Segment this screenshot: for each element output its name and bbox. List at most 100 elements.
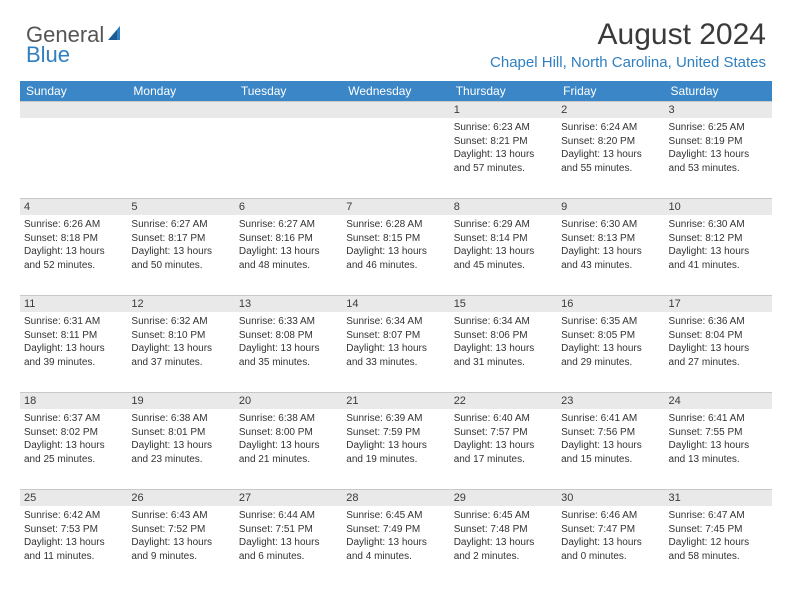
month-title: August 2024 <box>490 18 766 52</box>
daylight-text: Daylight: 13 hours and 52 minutes. <box>24 245 123 272</box>
day-cell: 24Sunrise: 6:41 AMSunset: 7:55 PMDayligh… <box>665 393 772 489</box>
day-details: Sunrise: 6:25 AMSunset: 8:19 PMDaylight:… <box>665 118 772 178</box>
sunrise-text: Sunrise: 6:45 AM <box>454 509 553 523</box>
day-details <box>342 118 449 124</box>
sunrise-text: Sunrise: 6:43 AM <box>131 509 230 523</box>
day-details: Sunrise: 6:40 AMSunset: 7:57 PMDaylight:… <box>450 409 557 469</box>
day-number: 24 <box>665 393 772 409</box>
day-number: 28 <box>342 490 449 506</box>
sunrise-text: Sunrise: 6:46 AM <box>561 509 660 523</box>
brand-line2: Blue <box>26 42 70 68</box>
day-details: Sunrise: 6:44 AMSunset: 7:51 PMDaylight:… <box>235 506 342 566</box>
weekday-header: Tuesday <box>235 81 342 101</box>
calendar-table: Sunday Monday Tuesday Wednesday Thursday… <box>20 81 772 586</box>
daylight-text: Daylight: 13 hours and 27 minutes. <box>669 342 768 369</box>
day-details: Sunrise: 6:30 AMSunset: 8:12 PMDaylight:… <box>665 215 772 275</box>
day-details: Sunrise: 6:29 AMSunset: 8:14 PMDaylight:… <box>450 215 557 275</box>
day-details: Sunrise: 6:27 AMSunset: 8:17 PMDaylight:… <box>127 215 234 275</box>
day-details: Sunrise: 6:45 AMSunset: 7:49 PMDaylight:… <box>342 506 449 566</box>
daylight-text: Daylight: 13 hours and 25 minutes. <box>24 439 123 466</box>
day-details: Sunrise: 6:35 AMSunset: 8:05 PMDaylight:… <box>557 312 664 372</box>
daylight-text: Daylight: 13 hours and 50 minutes. <box>131 245 230 272</box>
day-number: 1 <box>450 102 557 118</box>
calendar-grid: 1Sunrise: 6:23 AMSunset: 8:21 PMDaylight… <box>20 101 772 586</box>
day-cell: 27Sunrise: 6:44 AMSunset: 7:51 PMDayligh… <box>235 490 342 586</box>
day-cell <box>342 102 449 198</box>
sunrise-text: Sunrise: 6:45 AM <box>346 509 445 523</box>
day-number: 4 <box>20 199 127 215</box>
weekday-header: Wednesday <box>342 81 449 101</box>
sunrise-text: Sunrise: 6:38 AM <box>239 412 338 426</box>
day-cell <box>127 102 234 198</box>
sunset-text: Sunset: 8:06 PM <box>454 329 553 343</box>
day-details: Sunrise: 6:39 AMSunset: 7:59 PMDaylight:… <box>342 409 449 469</box>
weekday-header: Saturday <box>665 81 772 101</box>
daylight-text: Daylight: 12 hours and 58 minutes. <box>669 536 768 563</box>
sunrise-text: Sunrise: 6:37 AM <box>24 412 123 426</box>
daylight-text: Daylight: 13 hours and 57 minutes. <box>454 148 553 175</box>
day-number: 17 <box>665 296 772 312</box>
day-cell: 6Sunrise: 6:27 AMSunset: 8:16 PMDaylight… <box>235 199 342 295</box>
day-details: Sunrise: 6:38 AMSunset: 8:01 PMDaylight:… <box>127 409 234 469</box>
sunset-text: Sunset: 7:47 PM <box>561 523 660 537</box>
day-cell: 29Sunrise: 6:45 AMSunset: 7:48 PMDayligh… <box>450 490 557 586</box>
sunset-text: Sunset: 8:04 PM <box>669 329 768 343</box>
sunset-text: Sunset: 8:20 PM <box>561 135 660 149</box>
sunrise-text: Sunrise: 6:27 AM <box>131 218 230 232</box>
day-details: Sunrise: 6:34 AMSunset: 8:06 PMDaylight:… <box>450 312 557 372</box>
day-details: Sunrise: 6:42 AMSunset: 7:53 PMDaylight:… <box>20 506 127 566</box>
day-cell: 2 Sunrise: 6:24 AMSunset: 8:20 PMDaylight… <box>557 102 664 198</box>
daylight-text: Daylight: 13 hours and 53 minutes. <box>669 148 768 175</box>
title-block: August 2024 Chapel Hill, North Carolina,… <box>490 18 766 71</box>
day-cell: 28Sunrise: 6:45 AMSunset: 7:49 PMDayligh… <box>342 490 449 586</box>
sunset-text: Sunset: 7:48 PM <box>454 523 553 537</box>
week-row: 18Sunrise: 6:37 AMSunset: 8:02 PMDayligh… <box>20 392 772 489</box>
day-details: Sunrise: 6:38 AMSunset: 8:00 PMDaylight:… <box>235 409 342 469</box>
sunrise-text: Sunrise: 6:38 AM <box>131 412 230 426</box>
sunrise-text: Sunrise: 6:30 AM <box>669 218 768 232</box>
daylight-text: Daylight: 13 hours and 37 minutes. <box>131 342 230 369</box>
day-number: 15 <box>450 296 557 312</box>
sunrise-text: Sunrise: 6:29 AM <box>454 218 553 232</box>
daylight-text: Daylight: 13 hours and 23 minutes. <box>131 439 230 466</box>
day-cell <box>20 102 127 198</box>
day-cell: 13Sunrise: 6:33 AMSunset: 8:08 PMDayligh… <box>235 296 342 392</box>
day-cell: 17Sunrise: 6:36 AMSunset: 8:04 PMDayligh… <box>665 296 772 392</box>
day-details: Sunrise: 6:30 AMSunset: 8:13 PMDaylight:… <box>557 215 664 275</box>
day-number: 6 <box>235 199 342 215</box>
sunrise-text: Sunrise: 6:40 AM <box>454 412 553 426</box>
sunset-text: Sunset: 8:13 PM <box>561 232 660 246</box>
day-cell: 30Sunrise: 6:46 AMSunset: 7:47 PMDayligh… <box>557 490 664 586</box>
sunrise-text: Sunrise: 6:25 AM <box>669 121 768 135</box>
day-cell: 15Sunrise: 6:34 AMSunset: 8:06 PMDayligh… <box>450 296 557 392</box>
sunrise-text: Sunrise: 6:26 AM <box>24 218 123 232</box>
day-number: 26 <box>127 490 234 506</box>
sunrise-text: Sunrise: 6:27 AM <box>239 218 338 232</box>
sunrise-text: Sunrise: 6:24 AM <box>561 121 660 135</box>
daylight-text: Daylight: 13 hours and 15 minutes. <box>561 439 660 466</box>
daylight-text: Daylight: 13 hours and 11 minutes. <box>24 536 123 563</box>
sunset-text: Sunset: 7:55 PM <box>669 426 768 440</box>
day-details: Sunrise: 6:23 AMSunset: 8:21 PMDaylight:… <box>450 118 557 178</box>
sunrise-text: Sunrise: 6:39 AM <box>346 412 445 426</box>
day-number: 29 <box>450 490 557 506</box>
sunset-text: Sunset: 8:16 PM <box>239 232 338 246</box>
day-cell: 1Sunrise: 6:23 AMSunset: 8:21 PMDaylight… <box>450 102 557 198</box>
day-cell: 8Sunrise: 6:29 AMSunset: 8:14 PMDaylight… <box>450 199 557 295</box>
day-details: Sunrise: 6:36 AMSunset: 8:04 PMDaylight:… <box>665 312 772 372</box>
day-details <box>127 118 234 124</box>
sunset-text: Sunset: 7:51 PM <box>239 523 338 537</box>
sunset-text: Sunset: 7:53 PM <box>24 523 123 537</box>
sunset-text: Sunset: 7:59 PM <box>346 426 445 440</box>
day-number: 2 <box>557 102 664 118</box>
day-cell: 14Sunrise: 6:34 AMSunset: 8:07 PMDayligh… <box>342 296 449 392</box>
daylight-text: Daylight: 13 hours and 19 minutes. <box>346 439 445 466</box>
sail-icon <box>106 22 126 48</box>
day-cell: 11Sunrise: 6:31 AMSunset: 8:11 PMDayligh… <box>20 296 127 392</box>
daylight-text: Daylight: 13 hours and 55 minutes. <box>561 148 660 175</box>
sunrise-text: Sunrise: 6:41 AM <box>669 412 768 426</box>
day-number: 23 <box>557 393 664 409</box>
week-row: 1Sunrise: 6:23 AMSunset: 8:21 PMDaylight… <box>20 101 772 198</box>
day-details <box>20 118 127 124</box>
day-cell: 4Sunrise: 6:26 AMSunset: 8:18 PMDaylight… <box>20 199 127 295</box>
